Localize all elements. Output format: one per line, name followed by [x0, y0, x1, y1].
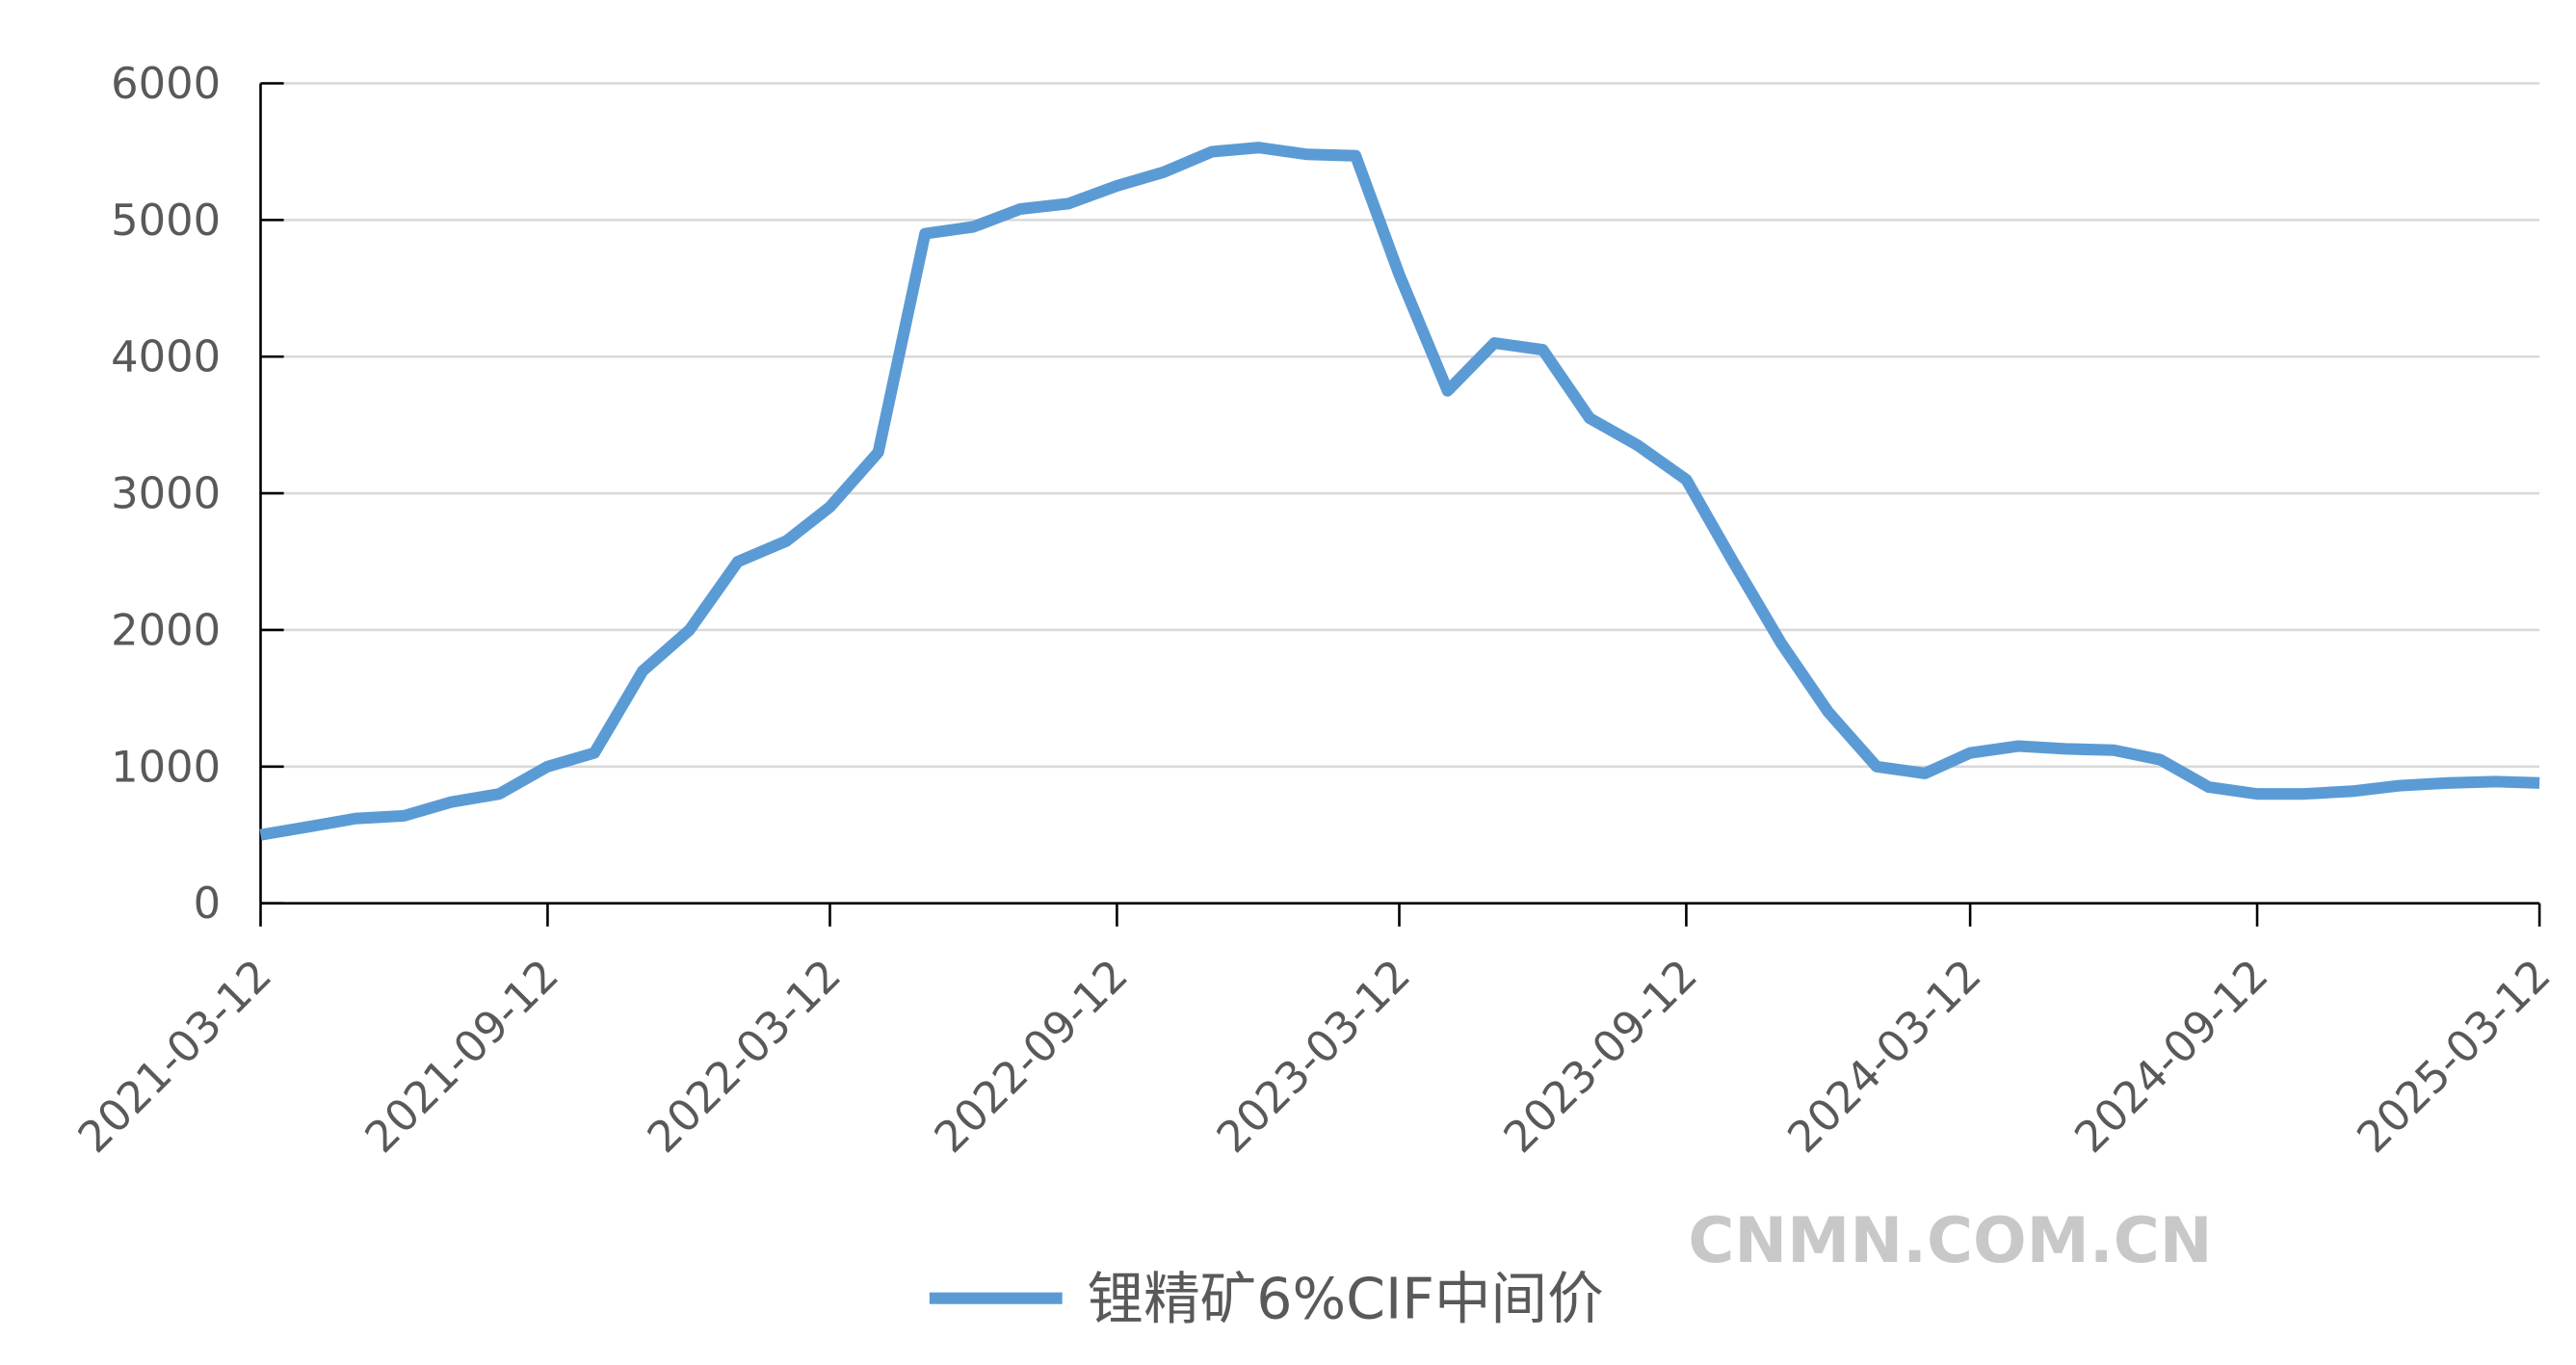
y-tick-label: 0: [194, 878, 221, 929]
y-tick-label: 3000: [111, 468, 221, 519]
x-tick-label: 2025-03-12: [2347, 949, 2561, 1163]
x-tick-label: 2023-03-12: [1207, 949, 1421, 1163]
x-tick-label: 2024-03-12: [1777, 949, 1991, 1163]
x-tick-label: 2024-09-12: [2064, 949, 2278, 1163]
x-tick-label: 2023-09-12: [1493, 949, 1707, 1163]
y-tick-label: 5000: [111, 195, 221, 246]
x-tick-label: 2021-03-12: [68, 949, 282, 1163]
y-tick-label: 2000: [111, 604, 221, 655]
x-tick-label: 2022-03-12: [638, 949, 852, 1163]
x-tick-label: 2021-09-12: [355, 949, 568, 1163]
y-tick-label: 4000: [111, 331, 221, 382]
watermark: CNMN.COM.CN: [1688, 1204, 2212, 1277]
legend-label: 锂精矿6%CIF中间价: [1088, 1266, 1604, 1331]
y-tick-label: 1000: [111, 741, 221, 792]
y-tick-label: 6000: [111, 58, 221, 109]
x-tick-label: 2022-09-12: [924, 949, 1138, 1163]
line-series: [259, 142, 2540, 841]
